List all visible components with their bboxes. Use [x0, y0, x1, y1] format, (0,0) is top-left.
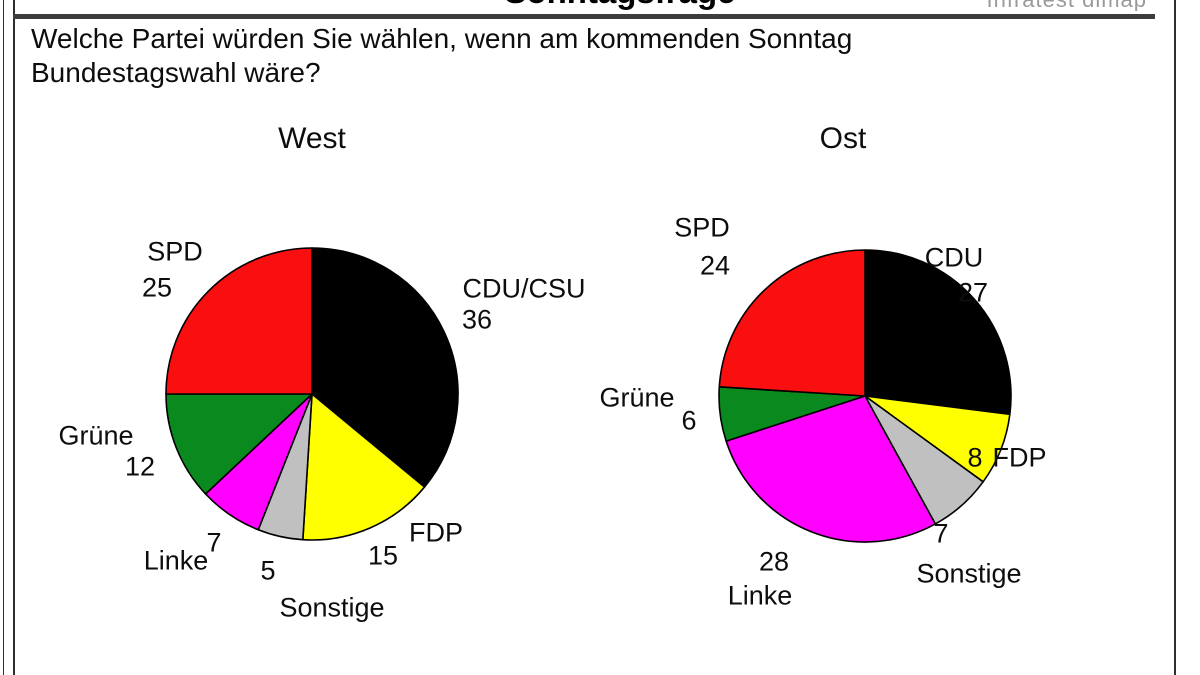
west-label-gruene: Grüne — [58, 420, 134, 451]
ost-label-fdp: FDP — [992, 442, 1047, 473]
west-label-linke: Linke — [143, 545, 209, 576]
left-border-line-inner — [13, 0, 15, 675]
west-value-cdu-csu: 36 — [461, 304, 493, 335]
ost-value-sonstige: 7 — [933, 518, 949, 549]
header-divider-rule — [13, 14, 1155, 19]
west-label-fdp: FDP — [409, 517, 463, 548]
ost-value-spd: 24 — [699, 250, 731, 281]
west-pie-title: West — [278, 122, 346, 155]
survey-question-line2: Bundestagswahl wäre? — [31, 57, 321, 88]
survey-question-line1: Welche Partei würden Sie wählen, wenn am… — [31, 23, 853, 54]
west-pie-slice-fdp — [302, 393, 426, 541]
west-label-cdu-csu: CDU/CSU — [462, 273, 586, 304]
left-border-line-outer — [3, 0, 4, 675]
ost-value-gruene: 6 — [681, 405, 697, 436]
west-value-gruene: 12 — [124, 451, 156, 482]
source-logo-text: Infratest dimap — [955, 0, 1147, 11]
west-pie-slice-cdu-csu — [311, 247, 459, 488]
right-border-line — [1174, 0, 1176, 675]
west-pie-slice-spd — [165, 247, 313, 395]
ost-value-cdu: 27 — [957, 277, 989, 308]
west-pie-chart — [165, 247, 459, 541]
ost-fdp-label-group: 8 FDP — [967, 443, 1046, 474]
ost-label-spd: SPD — [674, 212, 730, 243]
ost-label-gruene: Grüne — [599, 382, 675, 413]
west-label-spd: SPD — [147, 236, 203, 267]
west-value-fdp: 15 — [367, 540, 399, 571]
west-pie-slice-gr-ne — [165, 393, 313, 495]
west-value-sonstige: 5 — [260, 555, 276, 586]
west-value-spd: 25 — [141, 272, 173, 303]
ost-pie-slice-linke — [725, 395, 937, 543]
ost-pie-slice-spd — [718, 249, 866, 397]
clipped-header-title: Sonntagsfrage — [420, 0, 820, 11]
ost-label-linke: Linke — [727, 580, 793, 611]
ost-value-linke: 28 — [758, 546, 790, 577]
ost-pie-title: Ost — [819, 122, 867, 155]
survey-question: Welche Partei würden Sie wählen, wenn am… — [31, 22, 852, 90]
clipped-source-logo-strip: Infratest dimap — [955, 0, 1147, 11]
clipped-header-title-strip: Sonntagsfrage — [420, 0, 820, 13]
ost-pie-slice-cdu — [864, 249, 1012, 416]
ost-label-sonstige: Sonstige — [916, 558, 1022, 589]
ost-label-cdu: CDU — [924, 242, 984, 273]
ost-value-fdp: 8 — [967, 442, 983, 473]
west-value-linke: 7 — [206, 527, 222, 558]
west-label-sonstige: Sonstige — [279, 592, 385, 623]
ost-pie-chart — [718, 249, 1012, 543]
